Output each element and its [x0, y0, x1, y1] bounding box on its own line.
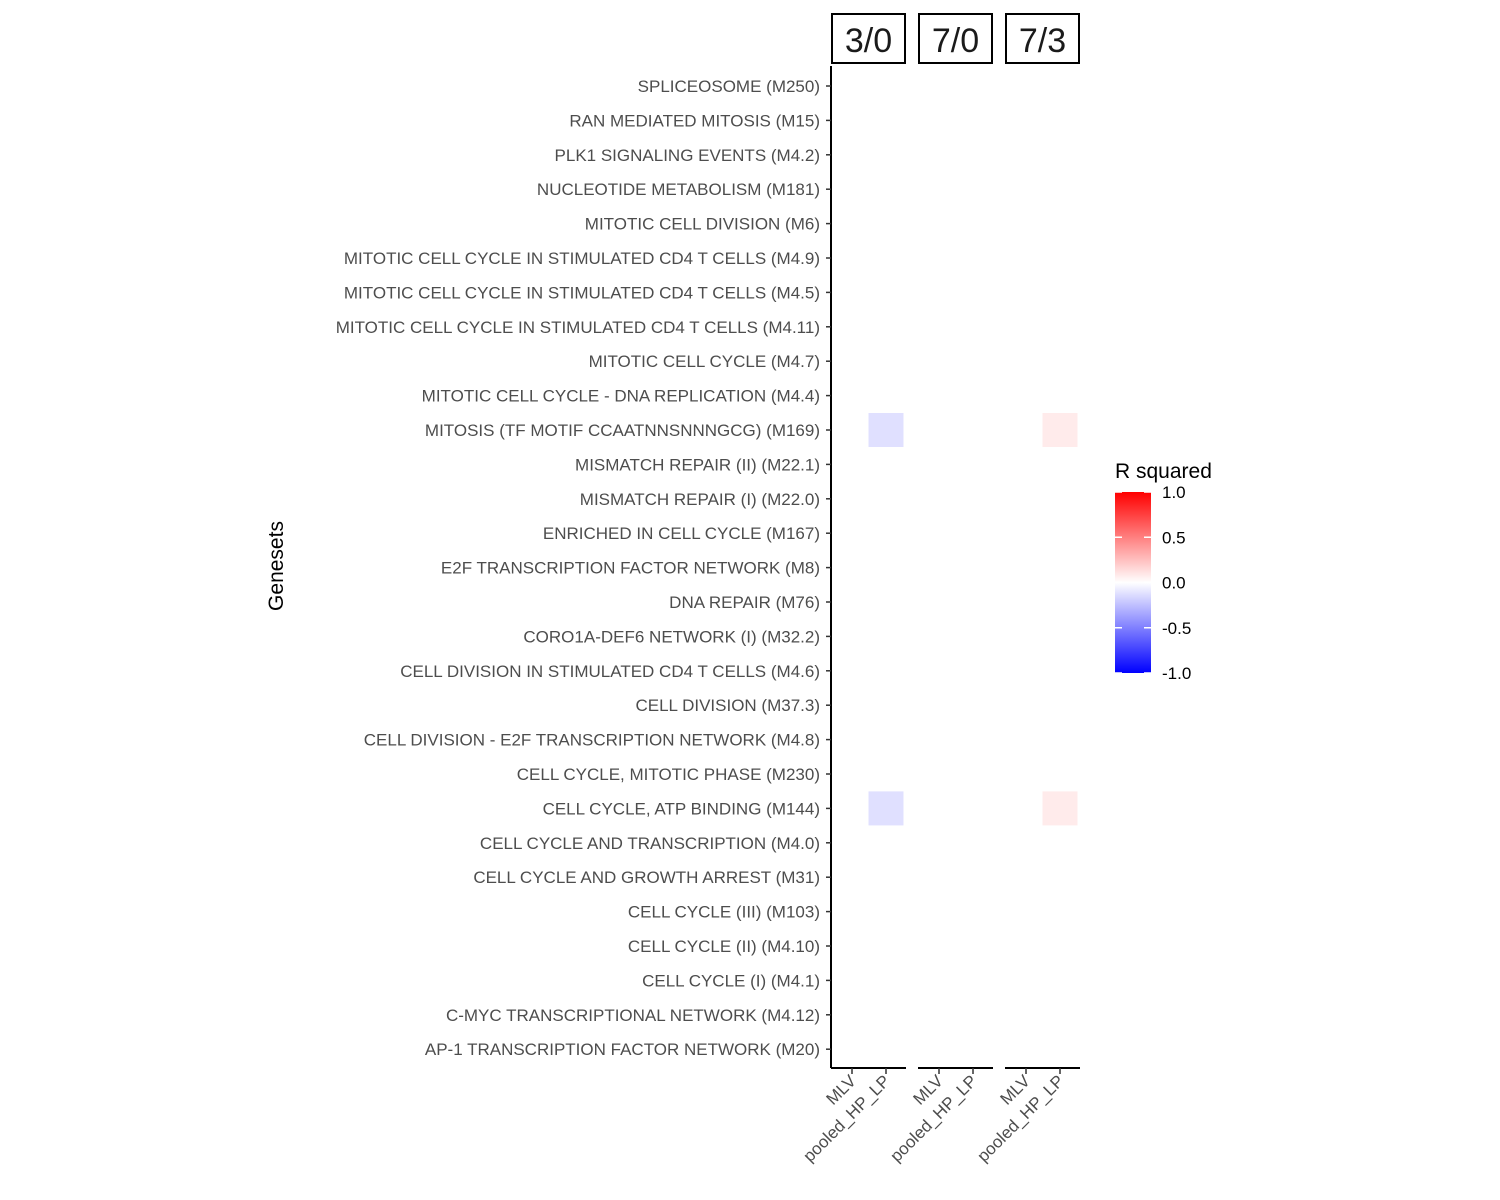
legend-tick-label: -1.0 [1162, 664, 1191, 683]
facet-strip [918, 13, 993, 64]
y-tick-label: CELL CYCLE (I) (M4.1) [642, 971, 820, 990]
y-tick-label: MISMATCH REPAIR (II) (M22.1) [575, 455, 820, 474]
y-tick-label: CELL DIVISION (M37.3) [635, 696, 820, 715]
y-tick-label: MITOTIC CELL CYCLE IN STIMULATED CD4 T C… [344, 283, 820, 302]
y-tick-label: CELL DIVISION IN STIMULATED CD4 T CELLS … [400, 662, 820, 681]
y-tick-label: ENRICHED IN CELL CYCLE (M167) [543, 524, 820, 543]
heatmap-cell [868, 791, 904, 826]
y-tick-label: CELL CYCLE AND GROWTH ARREST (M31) [473, 868, 820, 887]
heatmap-cell [1042, 791, 1078, 826]
facet-strip [1005, 13, 1080, 64]
y-tick-label: CELL CYCLE (III) (M103) [628, 903, 820, 922]
y-tick-label: AP-1 TRANSCRIPTION FACTOR NETWORK (M20) [425, 1040, 820, 1059]
legend-tick-label: 0.0 [1162, 574, 1186, 593]
legend-tick-label: 0.5 [1162, 528, 1186, 547]
y-tick-label: CELL CYCLE (II) (M4.10) [628, 937, 820, 956]
y-axis-title: Genesets [265, 521, 288, 611]
y-tick-label: MITOTIC CELL CYCLE IN STIMULATED CD4 T C… [336, 318, 820, 337]
facet-strip [831, 13, 906, 64]
heatmap-cell [1042, 413, 1078, 447]
facet-label: 3/0 [845, 22, 892, 60]
y-tick-label: CELL CYCLE, ATP BINDING (M144) [543, 799, 820, 818]
y-tick-label: CELL CYCLE, MITOTIC PHASE (M230) [517, 765, 820, 784]
y-tick-label: PLK1 SIGNALING EVENTS (M4.2) [555, 146, 820, 165]
y-tick-label: CELL DIVISION - E2F TRANSCRIPTION NETWOR… [364, 731, 820, 750]
y-tick-label: MISMATCH REPAIR (I) (M22.0) [580, 490, 820, 509]
y-tick-label: MITOTIC CELL DIVISION (M6) [585, 215, 820, 234]
y-tick-label: C-MYC TRANSCRIPTIONAL NETWORK (M4.12) [446, 1006, 820, 1025]
y-tick-label: RAN MEDIATED MITOSIS (M15) [569, 111, 820, 130]
y-tick-label: MITOTIC CELL CYCLE IN STIMULATED CD4 T C… [344, 249, 820, 268]
facet-label: 7/3 [1019, 22, 1066, 60]
color-legend: R squared 1.0 0.5 0.0 -0.5 -1.0 [1115, 460, 1212, 683]
y-tick-label: MITOSIS (TF MOTIF CCAATNNSNNNGCG) (M169) [425, 421, 820, 440]
y-tick-label: CELL CYCLE AND TRANSCRIPTION (M4.0) [480, 834, 820, 853]
legend-tick-label: -0.5 [1162, 619, 1191, 638]
y-tick-label: DNA REPAIR (M76) [669, 593, 820, 612]
y-tick-label: MITOTIC CELL CYCLE (M4.7) [589, 352, 820, 371]
facet-label: 7/0 [932, 22, 979, 60]
legend-title: R squared [1115, 460, 1212, 483]
y-tick-label: NUCLEOTIDE METABOLISM (M181) [537, 180, 820, 199]
y-tick-label: MITOTIC CELL CYCLE - DNA REPLICATION (M4… [422, 387, 820, 406]
heatmap-cell [868, 413, 904, 447]
y-tick-label: CORO1A-DEF6 NETWORK (I) (M32.2) [523, 627, 820, 646]
y-tick-label: E2F TRANSCRIPTION FACTOR NETWORK (M8) [441, 559, 820, 578]
legend-tick-label: 1.0 [1162, 483, 1186, 502]
y-tick-label: SPLICEOSOME (M250) [638, 77, 820, 96]
